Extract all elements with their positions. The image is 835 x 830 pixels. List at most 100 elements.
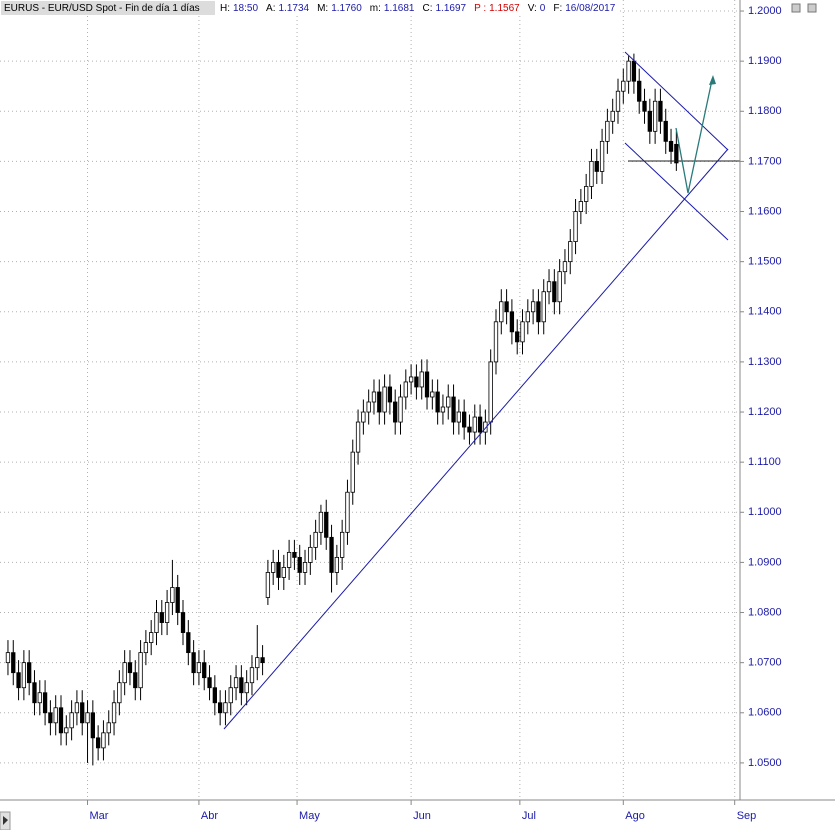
x-tick-label: Mar [90, 810, 109, 822]
candle-body [552, 281, 557, 303]
candle [371, 379, 377, 415]
candle-body [143, 642, 149, 654]
candle [504, 289, 509, 325]
drawings [223, 51, 740, 730]
candle-body [355, 421, 361, 453]
candle-body [186, 632, 191, 654]
candle [122, 650, 127, 696]
y-tick-label: 1.0700 [748, 657, 782, 669]
header: EURUS - EUR/USD Spot - Fin de día 1 días… [0, 0, 620, 16]
candle [143, 630, 149, 666]
header-field-label: F: [553, 3, 562, 14]
header-field-value: 1.1697 [435, 3, 466, 14]
candle-body [631, 60, 637, 82]
candle [297, 544, 302, 585]
candle [11, 640, 16, 686]
candle [202, 650, 207, 691]
candle-body [223, 702, 228, 714]
candle-body [217, 702, 223, 714]
y-tick-label: 1.2000 [748, 5, 782, 17]
candle [658, 88, 663, 134]
window-icon[interactable] [807, 3, 817, 13]
candle [355, 409, 361, 465]
y-tick-label: 1.0600 [748, 707, 782, 719]
candle [424, 359, 430, 410]
candle-body [642, 100, 647, 112]
candle [90, 700, 95, 766]
candle-body [546, 281, 552, 293]
candle [642, 88, 647, 124]
candle-body [615, 90, 621, 112]
candle [292, 539, 297, 570]
candle [393, 389, 398, 435]
x-tick-label: Sep [737, 810, 757, 822]
header-title-bg [1, 1, 215, 15]
candle [334, 544, 339, 585]
candle-body [350, 451, 355, 493]
candle-body [488, 361, 493, 423]
candle-body [334, 556, 339, 573]
y-tick-label: 1.1400 [748, 306, 782, 318]
candle-body [467, 426, 472, 433]
candle-body [589, 161, 594, 187]
candle-body [584, 186, 589, 202]
candle [180, 600, 186, 646]
candle-body [159, 612, 164, 623]
candle-body [329, 536, 334, 573]
candle [249, 655, 255, 696]
candle-body [339, 531, 345, 558]
candle [520, 309, 525, 355]
candle [530, 289, 536, 325]
candle [345, 479, 350, 545]
candle-body [212, 687, 217, 704]
candle [377, 379, 382, 425]
candle-body [493, 321, 499, 363]
candle [21, 650, 27, 701]
candle [467, 414, 472, 445]
candle [647, 98, 652, 144]
candle [217, 690, 223, 726]
candle [599, 128, 605, 184]
x-tick-label: Jul [522, 810, 536, 822]
header-field-label: M: [317, 3, 328, 14]
candle [302, 549, 308, 585]
candle-body [302, 562, 308, 573]
candle-body [191, 652, 196, 674]
x-tick-label: Abr [201, 810, 218, 822]
candle-body [90, 712, 95, 739]
candle [674, 131, 679, 171]
candle [127, 650, 133, 686]
candle-body [286, 551, 292, 568]
candle [430, 379, 435, 410]
candle [154, 600, 159, 646]
candle [435, 379, 440, 425]
candle [398, 384, 403, 435]
candle-body [430, 391, 435, 398]
candle [462, 399, 467, 440]
candle [557, 259, 562, 315]
candle-body [557, 271, 562, 303]
candle-body [318, 511, 324, 533]
candle [339, 519, 345, 570]
candle-body [371, 391, 377, 403]
candle-body [637, 80, 642, 102]
candle-body [138, 652, 143, 689]
trend-line [223, 148, 729, 730]
y-tick-label: 1.0800 [748, 606, 782, 618]
candle [265, 559, 271, 606]
candle-body [440, 406, 446, 413]
candle-body [398, 396, 403, 423]
candle [244, 670, 249, 706]
candle [37, 680, 42, 716]
header-field-value: 1.1760 [331, 3, 362, 14]
candle [536, 289, 541, 335]
candle [499, 289, 504, 335]
candle-body [37, 692, 42, 704]
candle-body [228, 687, 233, 704]
candle-body [674, 143, 679, 164]
candle-body [520, 321, 525, 343]
candle-body [21, 662, 27, 689]
candle [324, 499, 329, 550]
window-icon[interactable] [791, 3, 801, 13]
